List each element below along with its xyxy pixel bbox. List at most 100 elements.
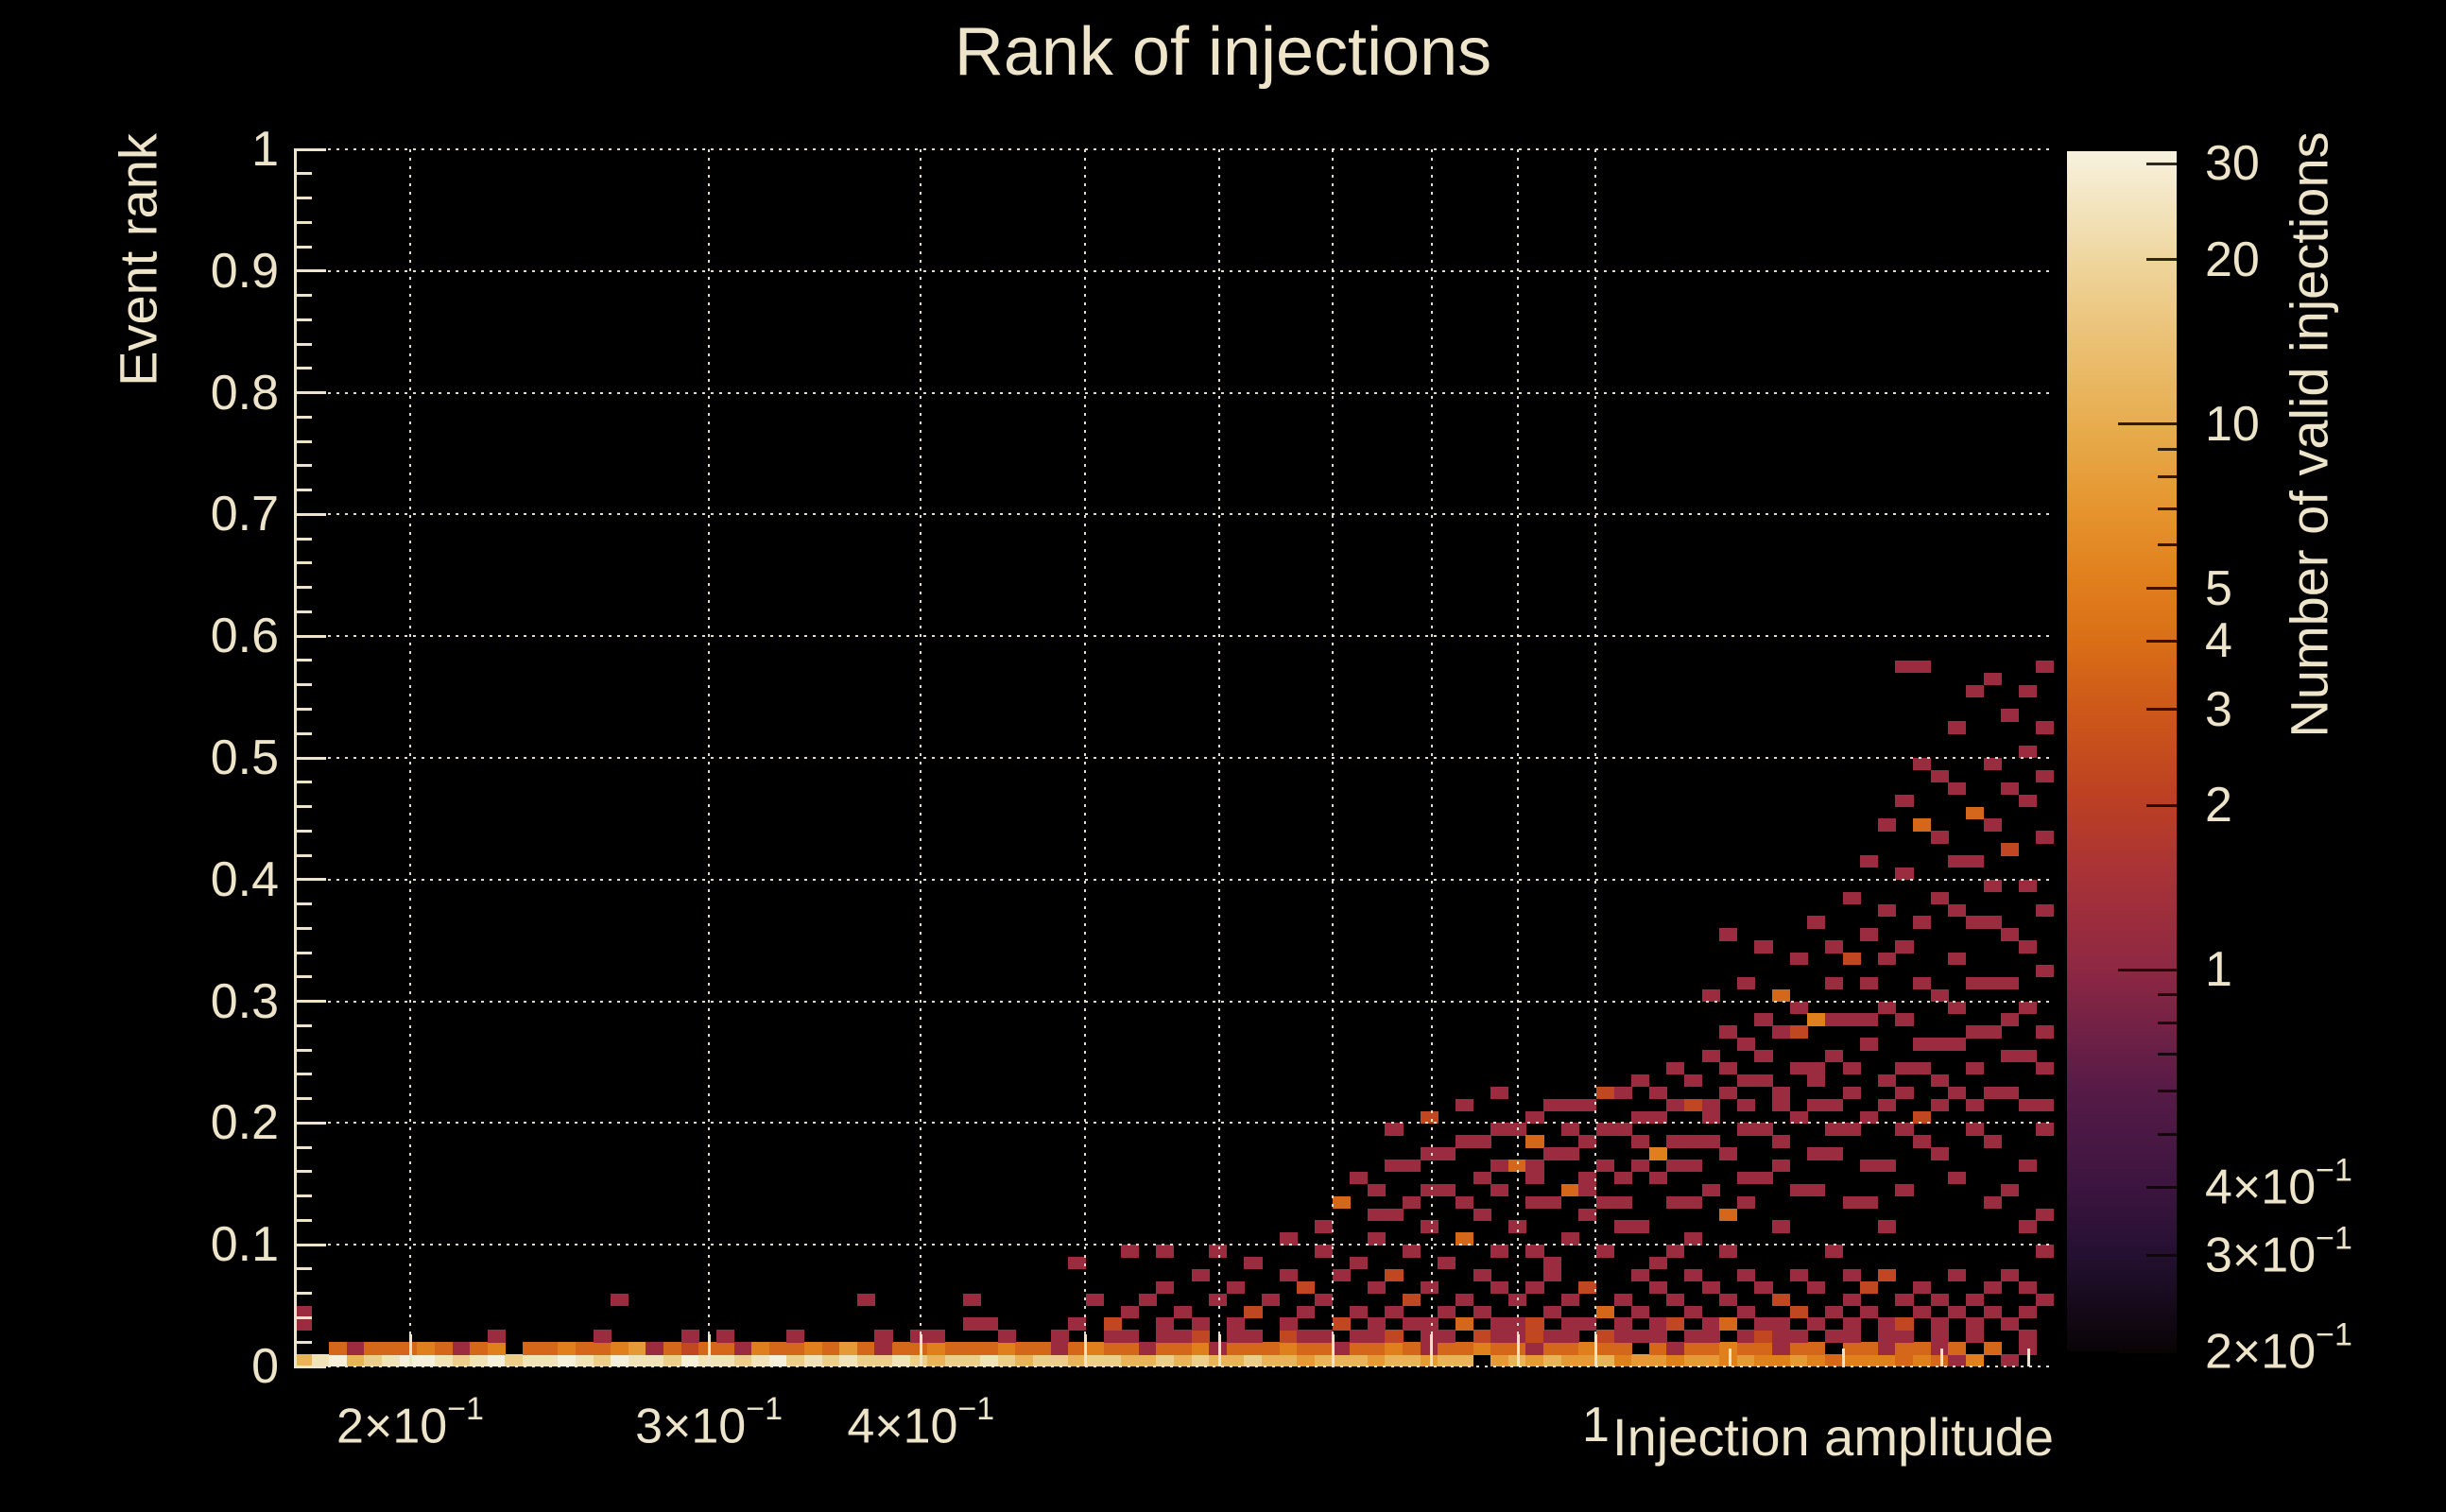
- heatmap-cell: [1050, 1342, 1069, 1355]
- heatmap-cell: [1015, 1342, 1034, 1355]
- heatmap-cell: [1613, 1293, 1632, 1307]
- heatmap-cell: [1983, 1305, 2002, 1318]
- colorbar-tick-label: 30: [2205, 136, 2260, 192]
- heatmap-cell: [1385, 1160, 1404, 1173]
- heatmap-cell: [1913, 1062, 1932, 1075]
- heatmap-cell: [1332, 1342, 1351, 1355]
- heatmap-cell: [1560, 1147, 1579, 1160]
- heatmap-cell: [1420, 1317, 1438, 1331]
- heatmap-cell: [1367, 1280, 1386, 1295]
- y-gridline: [294, 1122, 2054, 1125]
- heatmap-cell: [1507, 1220, 1526, 1233]
- heatmap-cell: [1736, 1123, 1755, 1136]
- heatmap-cell: [1948, 855, 1967, 868]
- heatmap-cell: [2018, 1330, 2037, 1343]
- heatmap-cell: [1736, 1098, 1755, 1111]
- x-major-tick: [1430, 1334, 1434, 1366]
- heatmap-cell: [997, 1354, 1016, 1367]
- heatmap-cell: [575, 1354, 594, 1367]
- y-major-tick: [294, 1243, 326, 1246]
- heatmap-cell: [1824, 1050, 1844, 1063]
- y-gridline: [294, 878, 2054, 881]
- colorbar-tick-label: 3: [2205, 681, 2232, 737]
- heatmap-cell: [1525, 1330, 1544, 1343]
- heatmap-cell: [1842, 1062, 1861, 1075]
- heatmap-cell: [1403, 1354, 1421, 1367]
- heatmap-cell: [663, 1354, 682, 1367]
- heatmap-cell: [1824, 1245, 1844, 1258]
- heatmap-cell: [1666, 1354, 1685, 1367]
- heatmap-cell: [1895, 1013, 1914, 1026]
- heatmap-cell: [1525, 1135, 1544, 1148]
- heatmap-cell: [1965, 1062, 1984, 1075]
- heatmap-cell: [980, 1342, 999, 1355]
- heatmap-cell: [1683, 1268, 1703, 1282]
- heatmap-cell: [1930, 1074, 1949, 1088]
- heatmap-cell: [1385, 1330, 1404, 1343]
- heatmap-cell: [487, 1342, 506, 1355]
- heatmap-cell: [1455, 1342, 1474, 1355]
- heatmap-cell: [1543, 1257, 1562, 1270]
- heatmap-cell: [1103, 1342, 1122, 1355]
- heatmap-cell: [1824, 1147, 1844, 1160]
- heatmap-cell: [1385, 1342, 1404, 1355]
- heatmap-cell: [1578, 1135, 1597, 1148]
- heatmap-cell: [1350, 1171, 1369, 1185]
- heatmap-cell: [856, 1342, 875, 1355]
- heatmap-cell: [1736, 1305, 1755, 1318]
- heatmap-cell: [1525, 1342, 1544, 1355]
- heatmap-cell: [1262, 1354, 1281, 1367]
- heatmap-cell: [1085, 1293, 1104, 1307]
- heatmap-cell: [1824, 940, 1844, 954]
- heatmap-cell: [2018, 684, 2037, 698]
- heatmap-cell: [1789, 1183, 1808, 1197]
- y-major-tick: [294, 1121, 326, 1125]
- y-tick-label: 0.1: [210, 1217, 279, 1273]
- y-minor-tick: [294, 172, 312, 176]
- heatmap-cell: [1930, 1342, 1949, 1355]
- heatmap-cell: [1244, 1342, 1263, 1355]
- heatmap-cell: [1525, 1110, 1544, 1124]
- heatmap-cell: [1578, 1317, 1597, 1331]
- heatmap-cell: [1490, 1086, 1509, 1100]
- heatmap-cell: [611, 1354, 629, 1367]
- heatmap-cell: [1736, 1342, 1755, 1355]
- heatmap-cell: [364, 1342, 383, 1355]
- heatmap-cell: [1209, 1293, 1228, 1307]
- heatmap-cell: [1420, 1183, 1438, 1197]
- y-minor-tick: [294, 415, 312, 419]
- colorbar-minor-tick: [2158, 507, 2177, 510]
- heatmap-cell: [1385, 1268, 1404, 1282]
- heatmap-cell: [944, 1354, 964, 1367]
- colorbar-tick-label: 10: [2205, 396, 2260, 452]
- heatmap-cell: [1965, 855, 1984, 868]
- x-major-tick: [1593, 1334, 1597, 1366]
- heatmap-cell: [1948, 1305, 1967, 1318]
- heatmap-cell: [382, 1342, 401, 1355]
- colorbar-tick-label: 3×10−1: [2205, 1220, 2352, 1283]
- heatmap-cell: [1226, 1342, 1245, 1355]
- heatmap-cell: [1367, 1330, 1386, 1343]
- y-minor-tick: [294, 1048, 312, 1052]
- heatmap-cell: [1578, 1183, 1597, 1197]
- heatmap-cell: [1403, 1317, 1421, 1331]
- heatmap-cell: [874, 1330, 893, 1343]
- x-major-tick: [919, 1334, 922, 1366]
- heatmap-cell: [2036, 1293, 2055, 1307]
- heatmap-cell: [680, 1354, 699, 1367]
- heatmap-cell: [1683, 1330, 1703, 1343]
- heatmap-cell: [1385, 1123, 1404, 1136]
- heatmap-cell: [2036, 1062, 2055, 1075]
- z-axis-title: Number of valid injections: [2279, 131, 2339, 738]
- heatmap-cell: [1948, 903, 1967, 917]
- y-gridline: [294, 148, 2054, 150]
- heatmap-cell: [1613, 1317, 1632, 1331]
- heatmap-cell: [1930, 891, 1949, 905]
- heatmap-cell: [1824, 1098, 1844, 1111]
- heatmap-cell: [839, 1354, 858, 1367]
- heatmap-cell: [1824, 1123, 1844, 1136]
- y-minor-tick: [294, 197, 312, 200]
- heatmap-cell: [417, 1354, 436, 1367]
- heatmap-cell: [1507, 1123, 1526, 1136]
- heatmap-cell: [2001, 1268, 2020, 1282]
